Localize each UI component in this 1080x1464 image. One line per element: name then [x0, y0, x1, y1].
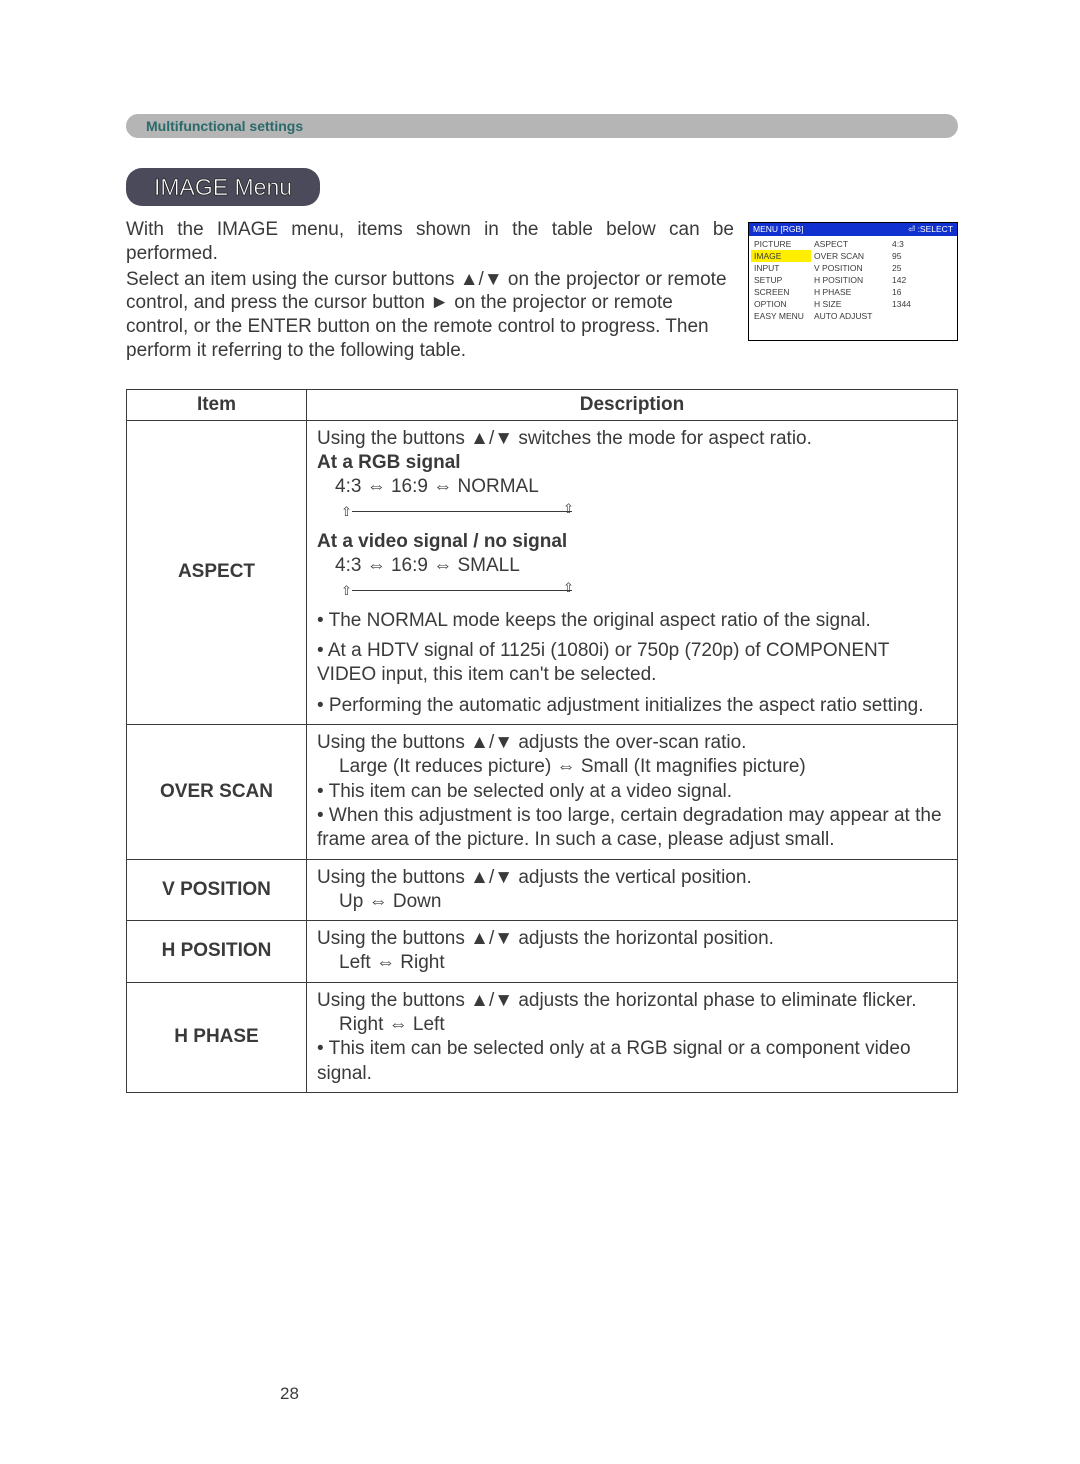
- intro-line1: With the IMAGE menu, items shown in the …: [126, 218, 734, 266]
- row-item-aspect: ASPECT: [127, 420, 307, 724]
- hphase-b1: • This item can be selected only at a RG…: [317, 1037, 947, 1086]
- osd-right-col: 4:3 95 25 142 16 1344: [889, 238, 955, 322]
- osd-left-item: SCREEN: [751, 286, 811, 298]
- osd-right-item: 16: [889, 286, 955, 298]
- enter-icon: ⏎: [908, 224, 915, 234]
- aspect-b1: • The NORMAL mode keeps the original asp…: [317, 609, 947, 633]
- aspect-l1: Using the buttons ▲/▼ switches the mode …: [317, 427, 947, 451]
- osd-mid-item: H SIZE: [811, 298, 889, 310]
- row-desc-vposition: Using the buttons ▲/▼ adjusts the vertic…: [307, 859, 958, 921]
- aspect-b2: • At a HDTV signal of 1125i (1080i) or 7…: [317, 639, 947, 688]
- osd-right-item: 4:3: [889, 238, 955, 250]
- th-desc: Description: [307, 389, 958, 420]
- section-header-text: Multifunctional settings: [146, 118, 303, 134]
- aspect-vid-label: At a video signal / no signal: [317, 531, 567, 552]
- vpos-l2: Up ⇔ Down: [317, 890, 947, 914]
- overscan-l1: Using the buttons ▲/▼ adjusts the over-s…: [317, 731, 947, 755]
- table-row: H PHASE Using the buttons ▲/▼ adjusts th…: [127, 982, 958, 1092]
- menu-title-text: IMAGE Menu: [154, 174, 292, 201]
- overscan-b2: • When this adjustment is too large, cer…: [317, 804, 947, 853]
- th-item: Item: [127, 389, 307, 420]
- osd-right-item: 25: [889, 262, 955, 274]
- table-row: OVER SCAN Using the buttons ▲/▼ adjusts …: [127, 724, 958, 859]
- osd-header-left: MENU [RGB]: [753, 224, 804, 235]
- osd-mid-item: H POSITION: [811, 274, 889, 286]
- table-row: V POSITION Using the buttons ▲/▼ adjusts…: [127, 859, 958, 921]
- intro-text: With the IMAGE menu, items shown in the …: [126, 218, 734, 363]
- hphase-l1: Using the buttons ▲/▼ adjusts the horizo…: [317, 989, 947, 1013]
- aspect-b3: • Performing the automatic adjustment in…: [317, 694, 947, 718]
- osd-mid-col: ASPECT OVER SCAN V POSITION H POSITION H…: [811, 238, 889, 322]
- row-desc-hposition: Using the buttons ▲/▼ adjusts the horizo…: [307, 921, 958, 983]
- overscan-b1: • This item can be selected only at a vi…: [317, 780, 947, 804]
- intro-row: With the IMAGE menu, items shown in the …: [126, 218, 958, 363]
- aspect-vid-cycle: 4:3 ⇔ 16:9 ⇔ SMALL: [317, 554, 947, 578]
- row-desc-aspect: Using the buttons ▲/▼ switches the mode …: [307, 420, 958, 724]
- table-row: H POSITION Using the buttons ▲/▼ adjusts…: [127, 921, 958, 983]
- osd-left-item: PICTURE: [751, 238, 811, 250]
- osd-header: MENU [RGB] ⏎ :SELECT: [749, 223, 957, 236]
- osd-left-item: IMAGE: [751, 250, 811, 262]
- aspect-rgb-label: At a RGB signal: [317, 452, 461, 473]
- osd-screenshot: MENU [RGB] ⏎ :SELECT PICTURE IMAGE INPUT…: [748, 222, 958, 341]
- intro-rest: Select an item using the cursor buttons …: [126, 268, 734, 363]
- osd-mid-item: ASPECT: [811, 238, 889, 250]
- osd-right-item: 142: [889, 274, 955, 286]
- row-item-hphase: H PHASE: [127, 982, 307, 1092]
- row-item-vposition: V POSITION: [127, 859, 307, 921]
- aspect-rgb-cycle: 4:3 ⇔ 16:9 ⇔ NORMAL: [317, 475, 947, 499]
- osd-right-item: [889, 310, 955, 312]
- spec-table: Item Description ASPECT Using the button…: [126, 389, 958, 1094]
- hpos-l1: Using the buttons ▲/▼ adjusts the horizo…: [317, 927, 947, 951]
- osd-body: PICTURE IMAGE INPUT SETUP SCREEN OPTION …: [749, 236, 957, 340]
- osd-mid-item: H PHASE: [811, 286, 889, 298]
- osd-left-item: OPTION: [751, 298, 811, 310]
- menu-title-pill: IMAGE Menu: [126, 168, 320, 206]
- osd-left-item: SETUP: [751, 274, 811, 286]
- section-header-bar: Multifunctional settings: [126, 114, 958, 138]
- osd-mid-item: OVER SCAN: [811, 250, 889, 262]
- hpos-l2: Left ⇔ Right: [317, 951, 947, 975]
- osd-mid-item: AUTO ADJUST: [811, 310, 889, 322]
- osd-select-label: :SELECT: [918, 224, 953, 234]
- hphase-l2: Right ⇔ Left: [317, 1013, 947, 1037]
- osd-right-item: 1344: [889, 298, 955, 310]
- overscan-l2: Large (It reduces picture) ⇔ Small (It m…: [317, 755, 947, 779]
- row-desc-overscan: Using the buttons ▲/▼ adjusts the over-s…: [307, 724, 958, 859]
- table-row: ASPECT Using the buttons ▲/▼ switches th…: [127, 420, 958, 724]
- osd-left-item: EASY MENU: [751, 310, 811, 322]
- row-desc-hphase: Using the buttons ▲/▼ adjusts the horizo…: [307, 982, 958, 1092]
- vpos-l1: Using the buttons ▲/▼ adjusts the vertic…: [317, 866, 947, 890]
- row-item-overscan: OVER SCAN: [127, 724, 307, 859]
- osd-left-item: INPUT: [751, 262, 811, 274]
- osd-header-right: ⏎ :SELECT: [908, 224, 953, 235]
- page-number: 28: [280, 1384, 299, 1404]
- row-item-hposition: H POSITION: [127, 921, 307, 983]
- cycle-arrow-diagram: ⇧⇧: [341, 578, 947, 602]
- osd-mid-item: V POSITION: [811, 262, 889, 274]
- cycle-arrow-diagram: ⇧⇧: [341, 499, 947, 523]
- table-head-row: Item Description: [127, 389, 958, 420]
- osd-right-item: 95: [889, 250, 955, 262]
- osd-left-col: PICTURE IMAGE INPUT SETUP SCREEN OPTION …: [751, 238, 811, 322]
